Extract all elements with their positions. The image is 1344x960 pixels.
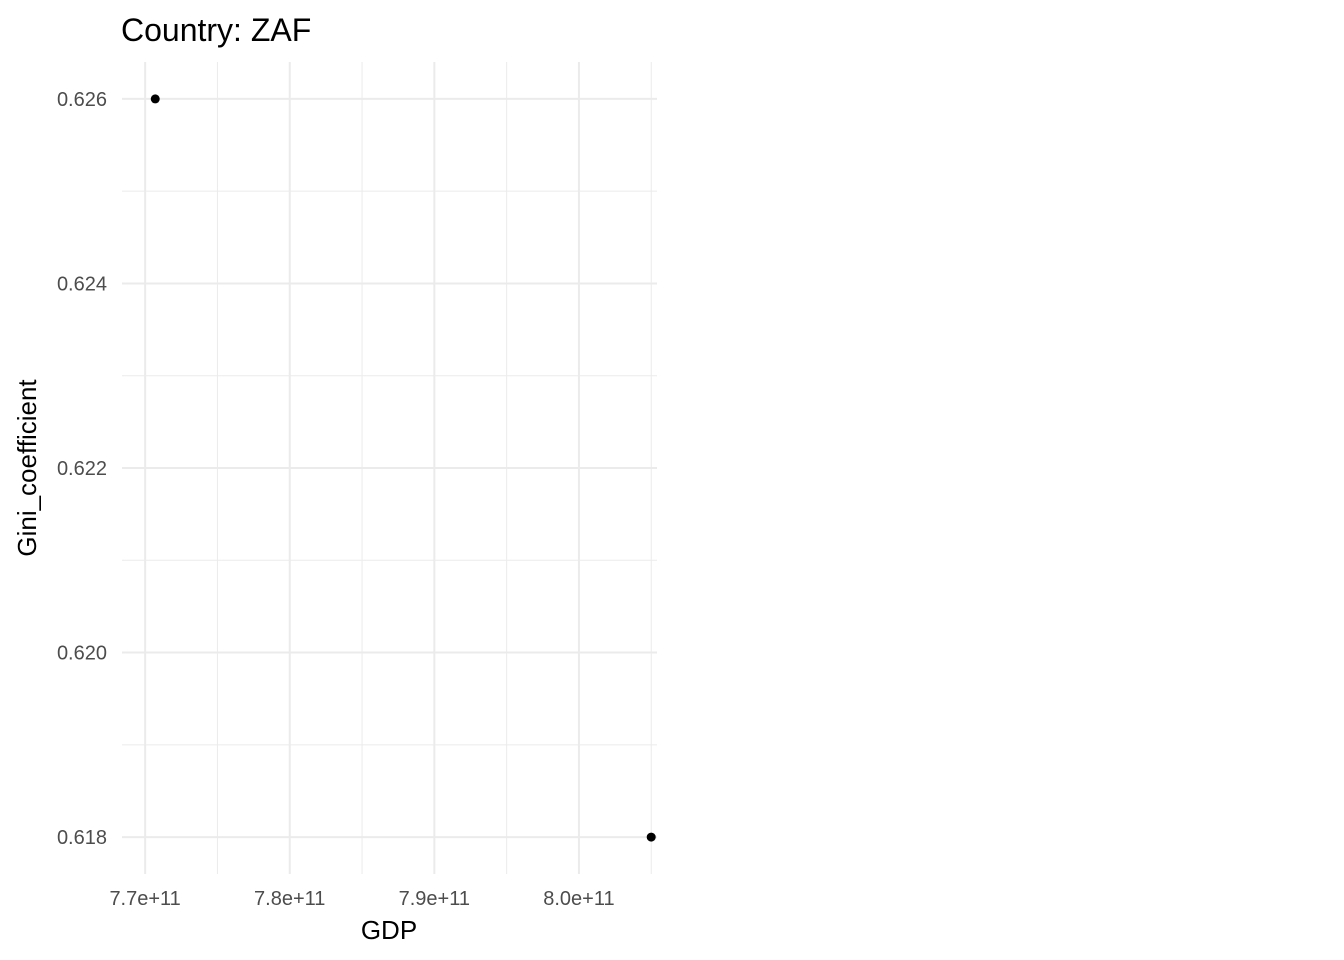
chart-title: Country: ZAF — [121, 12, 311, 48]
x-axis-title: GDP — [361, 915, 417, 945]
x-tick-label: 7.9e+11 — [399, 888, 470, 910]
y-tick-label: 0.622 — [57, 458, 107, 480]
x-tick-label: 7.7e+11 — [109, 888, 180, 910]
x-tick-label: 7.8e+11 — [254, 888, 325, 910]
y-tick-label: 0.620 — [57, 643, 107, 665]
data-point — [646, 832, 656, 842]
y-tick-label: 0.626 — [57, 89, 107, 111]
y-tick-label: 0.618 — [57, 827, 107, 849]
x-tick-label: 8.0e+11 — [543, 888, 614, 910]
data-point — [150, 94, 160, 104]
grid-layer — [122, 62, 657, 874]
y-tick-labels: 0.618 0.620 0.622 0.624 0.626 — [57, 89, 107, 849]
y-tick-label: 0.624 — [57, 273, 107, 295]
y-axis-title: Gini_coefficient — [12, 379, 42, 557]
points-layer — [150, 94, 656, 842]
x-tick-labels: 7.7e+11 7.8e+11 7.9e+11 8.0e+11 — [109, 888, 614, 910]
